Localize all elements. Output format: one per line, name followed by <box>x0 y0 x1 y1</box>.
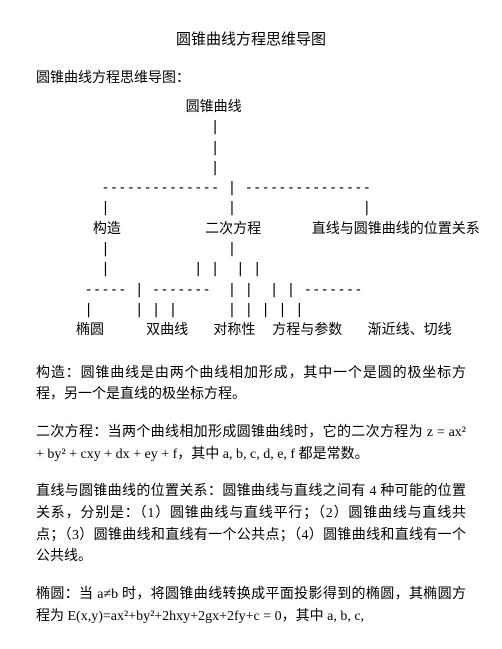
paragraph-ellipse: 椭圆：当 a≠b 时，将圆锥曲线转换成平面投影得到的椭圆，其椭圆方程为 E(x,… <box>36 584 466 627</box>
paragraph-quadratic: 二次方程：当两个曲线相加形成圆锥曲线时，它的二次方程为 z = ax² + by… <box>36 422 466 465</box>
paragraph-position: 直线与圆锥曲线的位置关系：圆锥曲线与直线之间有 4 种可能的位置关系，分别是：（… <box>36 481 466 568</box>
page-title: 圆锥曲线方程思维导图 <box>36 28 466 49</box>
tree-diagram: 圆锥曲线 | | | -------------- | ------------… <box>76 97 466 341</box>
subtitle: 圆锥曲线方程思维导图： <box>36 67 466 87</box>
paragraph-construction: 构造：圆锥曲线是由两个曲线相加形成，其中一个是圆的极坐标方程，另一个是直线的极坐… <box>36 363 466 406</box>
